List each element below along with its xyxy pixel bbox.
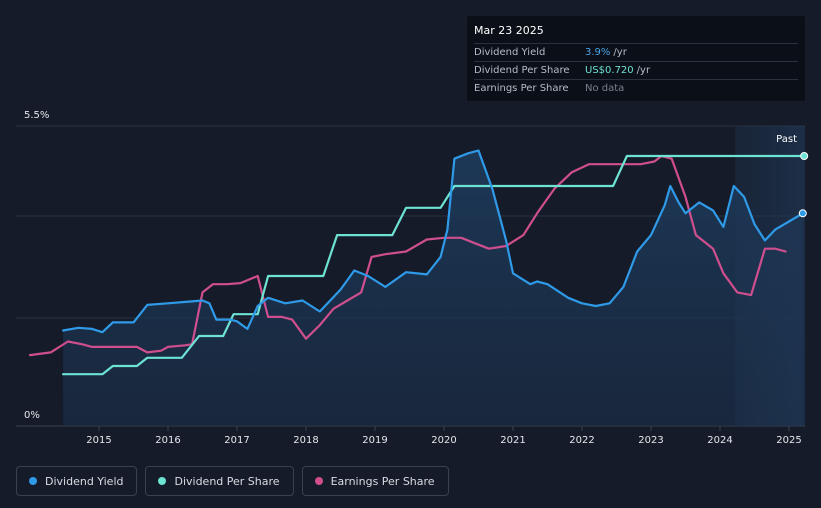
tooltip-label: Dividend Yield xyxy=(474,47,546,58)
tooltip-value: US$0.720 xyxy=(585,65,634,76)
series-line-earnings-per-share xyxy=(28,154,787,357)
x-tick-label: 2022 xyxy=(569,435,594,446)
tooltip-row-earnings-per-share: Earnings Per Share No data xyxy=(474,80,798,97)
legend-label: Dividend Yield xyxy=(45,474,124,488)
legend-item-earnings-per-share[interactable]: Earnings Per Share xyxy=(301,466,449,496)
x-tick-label: 2019 xyxy=(362,435,387,446)
x-tick-label: 2016 xyxy=(155,435,180,446)
legend-dot-icon xyxy=(158,477,167,485)
x-tick-label: 2024 xyxy=(707,435,732,446)
tooltip-panel: Mar 23 2025 Dividend Yield 3.9% /yr Divi… xyxy=(467,16,805,101)
endpoint-marker xyxy=(798,209,807,218)
x-tick-label: 2021 xyxy=(500,435,525,446)
legend-dot-icon xyxy=(314,477,323,485)
tooltip-date: Mar 23 2025 xyxy=(474,22,798,44)
endpoint-marker xyxy=(800,152,809,160)
legend: Dividend Yield Dividend Per Share Earnin… xyxy=(16,466,449,496)
legend-item-dividend-per-share[interactable]: Dividend Per Share xyxy=(145,466,294,496)
y-tick-label: 0% xyxy=(24,410,40,421)
legend-dot-icon xyxy=(29,477,37,485)
series-line-dividend-yield xyxy=(62,149,804,334)
legend-label: Dividend Per Share xyxy=(174,474,280,488)
x-tick-label: 2017 xyxy=(224,435,249,446)
dividend-yield-area xyxy=(63,150,803,426)
legend-item-dividend-yield[interactable]: Dividend Yield xyxy=(16,466,138,496)
tooltip-label: Earnings Per Share xyxy=(474,83,569,94)
tooltip-row-dividend-per-share: Dividend Per Share US$0.720 /yr xyxy=(474,62,798,80)
x-tick-label: 2015 xyxy=(86,435,111,446)
tooltip-unit: /yr xyxy=(613,47,627,58)
tooltip-label: Dividend Per Share xyxy=(474,65,570,76)
tooltip-value: No data xyxy=(585,83,625,94)
past-region-shading xyxy=(735,126,805,426)
past-label: Past xyxy=(776,134,797,145)
tooltip-row-dividend-yield: Dividend Yield 3.9% /yr xyxy=(474,44,798,62)
x-tick-label: 2023 xyxy=(638,435,663,446)
x-tick-label: 2020 xyxy=(431,435,456,446)
series-lines xyxy=(28,149,809,376)
x-tick-label: 2025 xyxy=(776,435,801,446)
tooltip-value: 3.9% xyxy=(585,47,611,58)
dividend-yield-area-fill xyxy=(63,150,803,426)
axis-ticks: 5.5% 0% 2015 2016 2017 2018 2019 2020 2021 2022 20… xyxy=(24,110,802,446)
y-tick-label: 5.5% xyxy=(24,110,49,121)
x-tick-label: 2018 xyxy=(293,435,318,446)
legend-label: Earnings Per Share xyxy=(330,474,435,488)
tooltip-unit: /yr xyxy=(636,65,651,76)
